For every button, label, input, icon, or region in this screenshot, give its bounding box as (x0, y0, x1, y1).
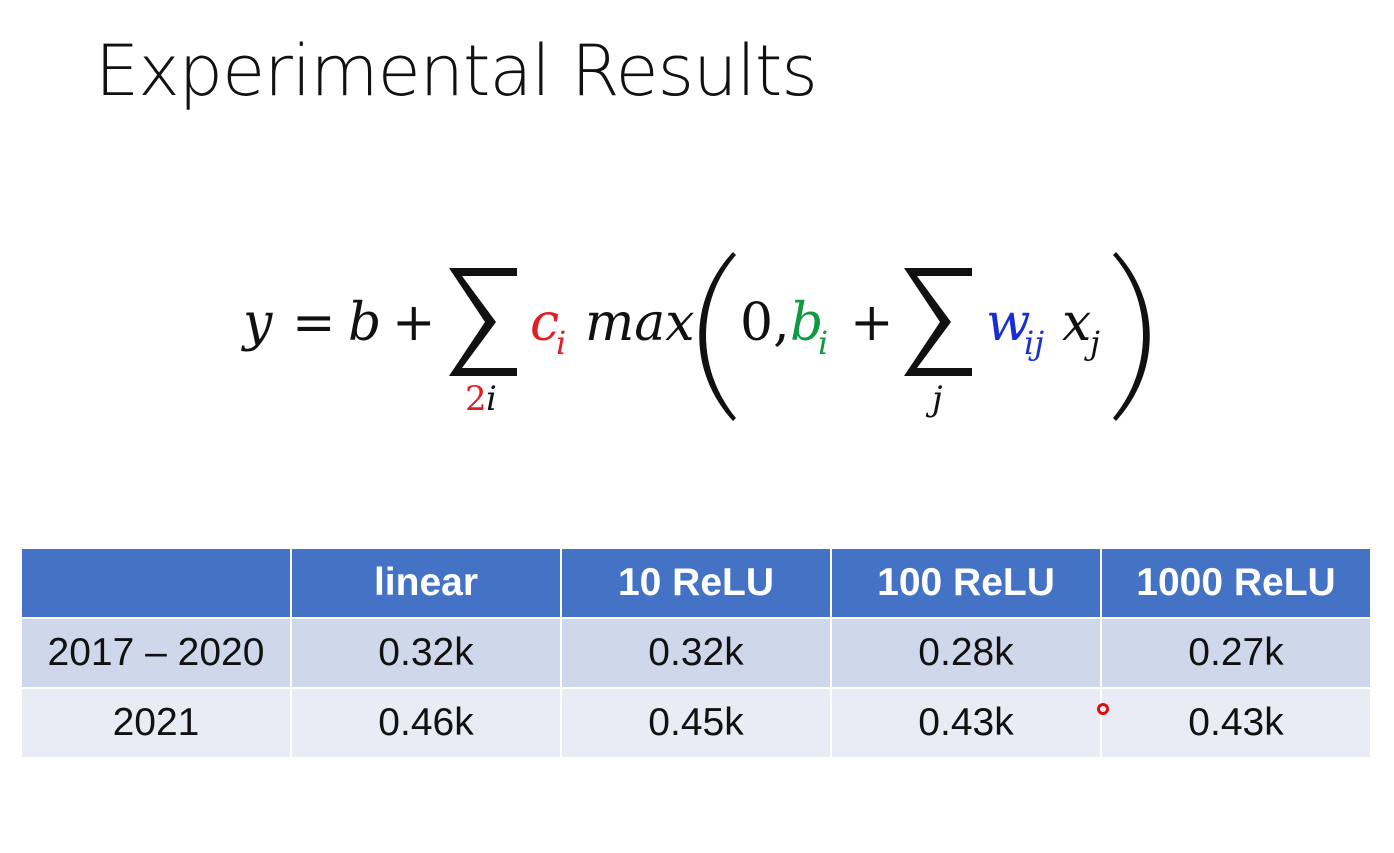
table-cell: 0.32k (560, 617, 832, 689)
sum-sign-2 (904, 268, 972, 376)
left-paren (699, 252, 736, 421)
table-cell: 0.43k (1100, 687, 1372, 759)
formula: y = b + 2 i c i max 0, b i + j w ij x j (241, 252, 1150, 421)
slide-title: Experimental Results (95, 30, 818, 112)
formula-max: max (585, 293, 695, 353)
table-cell: 0.32k (290, 617, 562, 689)
table-cell: 0.28k (830, 617, 1102, 689)
results-table: linear 10 ReLU 100 ReLU 1000 ReLU 2017 –… (20, 547, 1372, 759)
sum-1-sub-i: i (486, 379, 497, 419)
right-paren (1113, 252, 1150, 421)
formula-w-sub: ij (1024, 324, 1044, 362)
formula-zero-comma: 0, (740, 293, 790, 353)
formula-c: c (530, 293, 559, 353)
formula-plus-1: + (392, 293, 436, 353)
table-header-cell: 100 ReLU (830, 547, 1102, 619)
formula-plus-2: + (850, 293, 894, 353)
sum-1-sub-2: 2 (465, 379, 487, 419)
sum-sign-1 (449, 268, 517, 376)
formula-equals: = (292, 293, 336, 353)
formula-w: w (986, 293, 1031, 353)
table-cell: 0.27k (1100, 617, 1372, 689)
table-cell: 0.46k (290, 687, 562, 759)
table-header-cell (20, 547, 292, 619)
table-header-cell: linear (290, 547, 562, 619)
table-header-cell: 1000 ReLU (1100, 547, 1372, 619)
formula-b-i-sub: i (818, 324, 828, 362)
table-header-cell: 10 ReLU (560, 547, 832, 619)
formula-y: y (241, 293, 273, 353)
table-row: 2021 0.46k 0.45k 0.43k 0.43k (20, 687, 1372, 759)
sum-2-sub-j: j (925, 379, 943, 419)
table-cell: 0.43k (830, 687, 1102, 759)
formula-x: x (1062, 293, 1091, 353)
pointer-indicator-icon (1097, 703, 1109, 715)
formula-b-i: b (790, 293, 823, 353)
table-cell: 0.45k (560, 687, 832, 759)
table-row: 2017 – 2020 0.32k 0.32k 0.28k 0.27k (20, 617, 1372, 689)
table-header-row: linear 10 ReLU 100 ReLU 1000 ReLU (20, 547, 1372, 619)
formula-b: b (348, 293, 381, 353)
table-row-label: 2021 (20, 687, 292, 759)
table-row-label: 2017 – 2020 (20, 617, 292, 689)
formula-c-sub: i (556, 324, 566, 362)
